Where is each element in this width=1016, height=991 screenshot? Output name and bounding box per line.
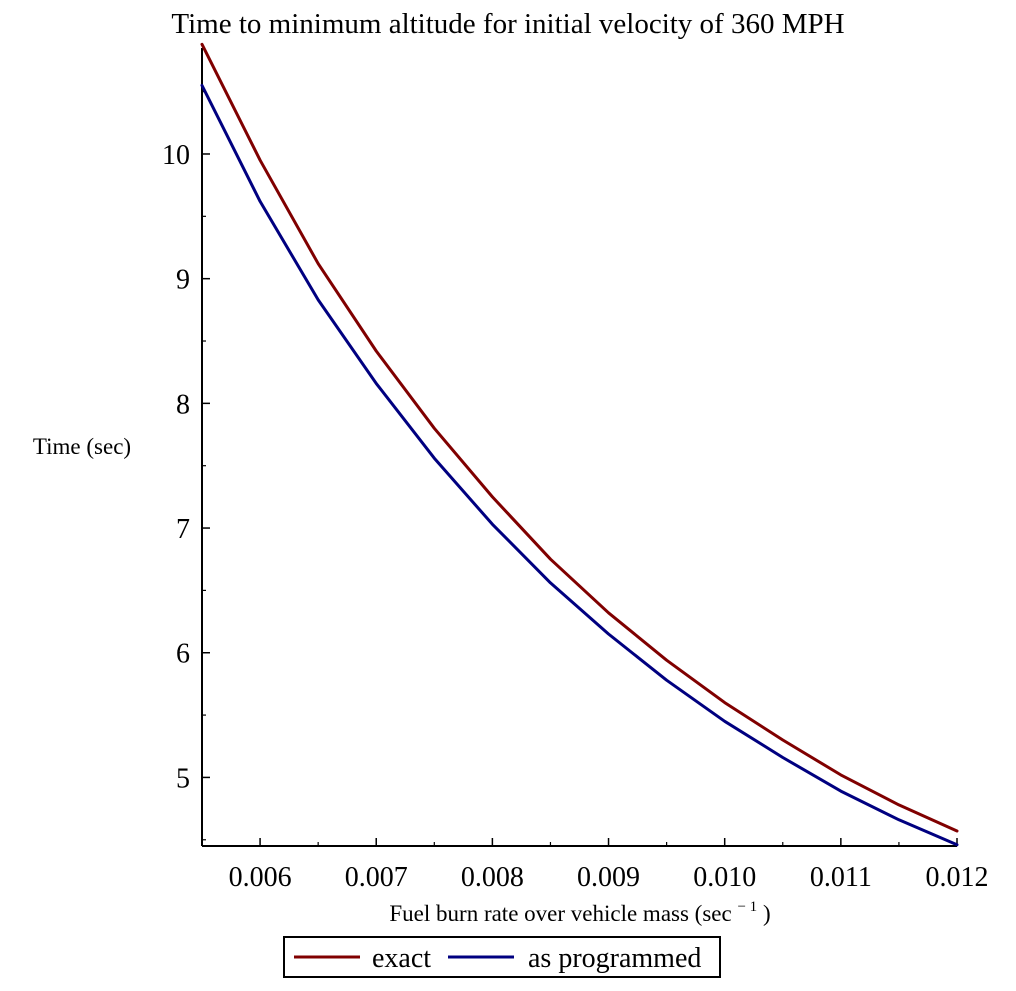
x-axis-label-exponent: − 1 [737,899,757,915]
y-axis-label: Time (sec) [33,434,131,459]
x-tick-label: 0.011 [810,862,872,893]
y-tick-label: 9 [176,265,190,296]
y-axis-ticks: 5 6 7 8 9 10 [162,91,210,841]
x-tick-label: 0.012 [926,862,989,893]
x-axis-label-close: ) [763,901,771,926]
legend-label-as-programmed: as programmed [528,943,701,974]
x-tick-label: 0.010 [693,862,756,893]
x-axis-ticks: 0.006 0.007 0.008 0.009 0.010 0.011 0.012 [201,838,989,893]
x-tick-label: 0.007 [345,862,408,893]
y-tick-label: 10 [162,140,190,171]
series-line-exact [200,42,959,833]
legend: exact as programmed [283,936,721,978]
y-tick-label: 7 [176,514,190,545]
x-tick-label: 0.009 [577,862,640,893]
x-axis-label-main: Fuel burn rate over vehicle mass (sec [389,901,731,926]
chart-title: Time to minimum altitude for initial vel… [171,8,844,40]
y-tick-label: 6 [176,639,190,670]
series-lines [200,42,959,847]
x-axis-label: Fuel burn rate over vehicle mass (sec − … [389,891,770,926]
y-tick-label: 8 [176,389,190,420]
x-tick-label: 0.008 [461,862,524,893]
y-tick-label: 5 [176,763,190,794]
x-tick-label: 0.006 [229,862,292,893]
series-line-as-programmed [200,83,959,847]
legend-label-exact: exact [372,943,431,974]
